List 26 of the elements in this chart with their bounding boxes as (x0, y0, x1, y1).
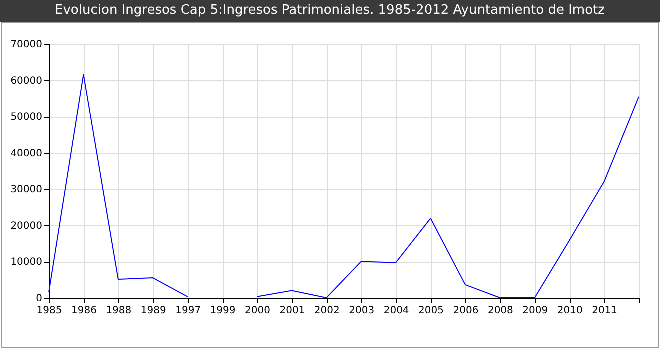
x-tick-label: 2000 (245, 306, 270, 316)
x-tick-label: 2004 (384, 306, 410, 316)
y-tick-label: 40000 (10, 148, 42, 160)
y-tick-label: 10000 (10, 257, 42, 268)
y-tick-label: 20000 (10, 220, 42, 232)
y-tick-label: 70000 (10, 40, 42, 50)
x-tick-label: 2002 (314, 306, 340, 316)
x-tick-label: 1988 (106, 306, 132, 316)
x-tick-label: 1989 (140, 306, 166, 316)
x-tick-label: 1999 (210, 306, 236, 316)
x-tick-label: 1985 (36, 306, 62, 316)
x-tick-label: 2001 (280, 306, 306, 316)
x-tick-label: 2005 (418, 306, 444, 316)
x-tick-label: 1986 (71, 306, 97, 316)
y-tick-label: 30000 (10, 184, 42, 196)
x-tick-label: 1997 (176, 306, 202, 316)
x-tick-label: 2011 (592, 306, 618, 316)
y-tick-label: 60000 (10, 76, 42, 87)
y-tick-label: 50000 (10, 112, 42, 124)
x-tick-label: 2009 (522, 306, 548, 316)
x-tick-label: 2008 (488, 306, 514, 316)
x-tick-label: 2010 (557, 306, 583, 316)
x-tick-label: 2003 (349, 306, 375, 316)
x-tick-label: 2006 (453, 306, 479, 316)
chart-title: Evolucion Ingresos Cap 5:Ingresos Patrimoniales. 1985-2012 Ayuntamiento de Imotz (0, 0, 660, 22)
y-tick-label: 0 (36, 294, 42, 304)
